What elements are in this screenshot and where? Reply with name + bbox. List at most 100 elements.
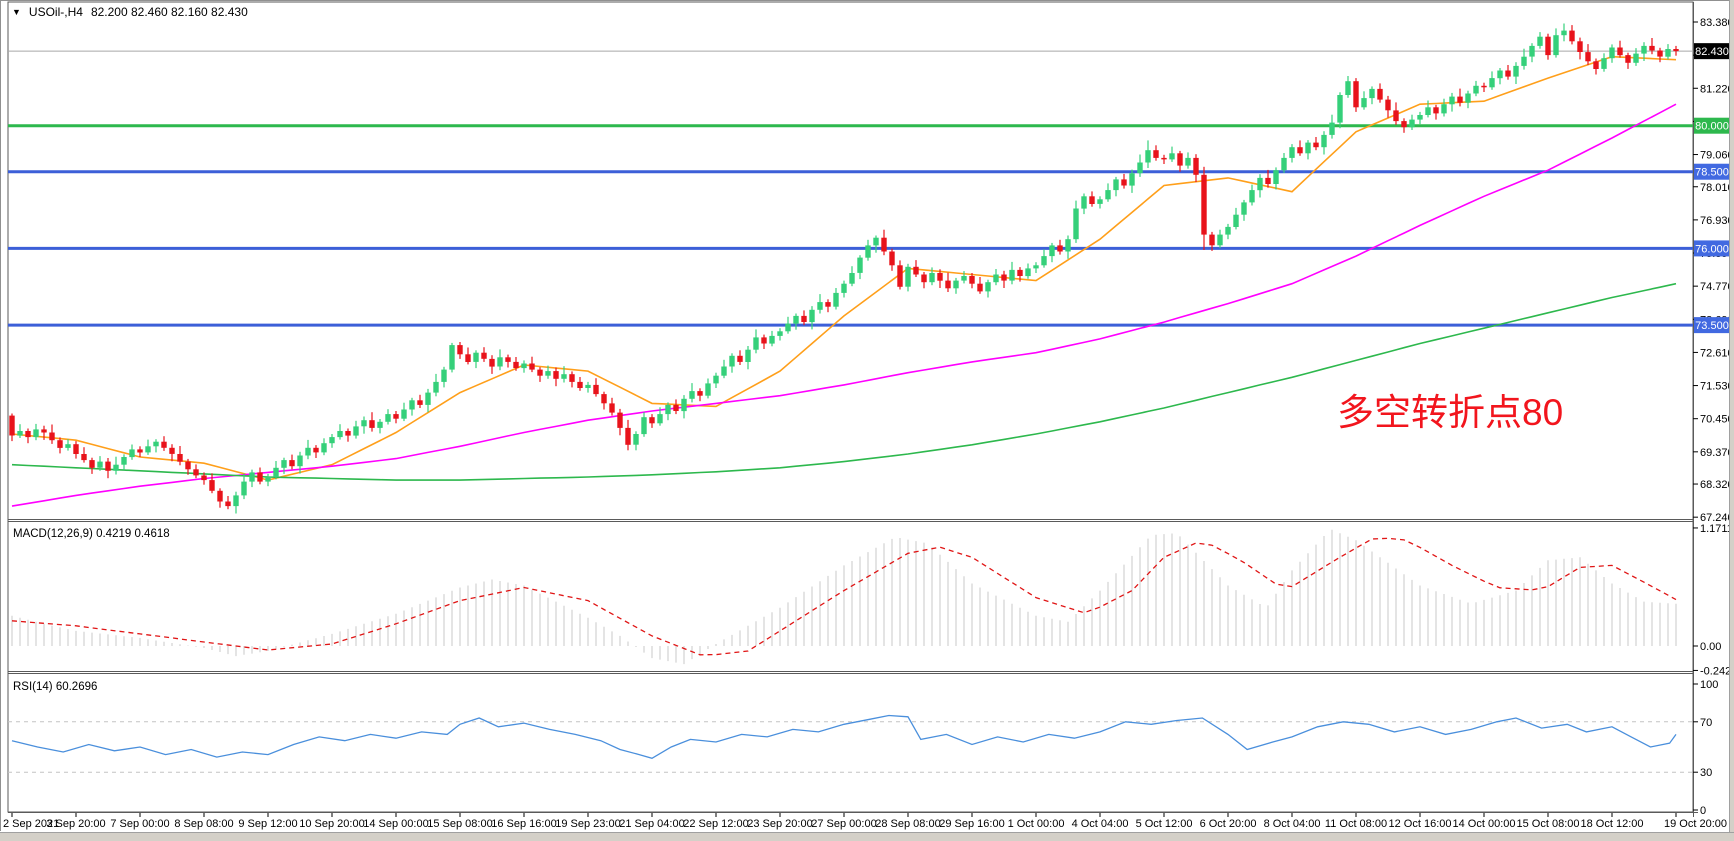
rsi-axis-label: 70	[1700, 717, 1712, 729]
candle-body	[769, 335, 775, 344]
candle-body	[793, 315, 799, 324]
candle-body	[337, 431, 343, 438]
candle-body	[1401, 121, 1407, 128]
candle-body	[1385, 99, 1391, 111]
candle-body	[1417, 115, 1423, 120]
candle-body	[681, 398, 687, 412]
time-tick-label: 9 Sep 12:00	[238, 818, 297, 830]
candle-body	[1201, 174, 1207, 235]
price-tick-label: 72.610	[1700, 347, 1734, 359]
candle-body	[25, 431, 31, 438]
candle-body	[497, 357, 503, 367]
candle-body	[921, 274, 927, 283]
candle-body	[1089, 196, 1095, 204]
candle-body	[153, 441, 159, 447]
price-badge-80.000	[1694, 117, 1731, 134]
time-tick-label: 14 Sep 00:00	[363, 818, 428, 830]
price-tick-label: 83.380	[1700, 17, 1734, 29]
candle-body	[289, 460, 295, 467]
candle-body	[809, 309, 815, 323]
time-tick-label: 19 Oct 20:00	[1664, 818, 1727, 830]
chevron-down-icon[interactable]: ▼	[12, 7, 21, 17]
candle-body	[193, 469, 199, 476]
candle-body	[1169, 153, 1175, 160]
candle-body	[833, 292, 839, 307]
candle-body	[81, 454, 87, 461]
candle-body	[609, 403, 615, 413]
candle-body	[1665, 49, 1671, 57]
candle-body	[1041, 256, 1047, 266]
candle-body	[433, 381, 439, 393]
candle-body	[1225, 226, 1231, 235]
rsi-indicator-label: RSI(14) 60.2696	[13, 681, 98, 693]
candle-body	[257, 472, 263, 482]
time-tick-label: 22 Sep 12:00	[683, 818, 748, 830]
candle-body	[1281, 157, 1287, 171]
time-tick-label: 29 Sep 16:00	[939, 818, 1004, 830]
time-tick-label: 6 Oct 20:00	[1200, 818, 1257, 830]
candle-body	[649, 417, 655, 424]
price-tick-label: 79.060	[1700, 150, 1734, 162]
candle-body	[1057, 245, 1063, 252]
candle-body	[409, 400, 415, 410]
candle-body	[265, 477, 271, 482]
candle-body	[1265, 177, 1271, 184]
candle-body	[1473, 85, 1479, 94]
candle-body	[753, 337, 759, 350]
candle-body	[481, 352, 487, 359]
candle-body	[425, 392, 431, 405]
candle-body	[489, 358, 495, 367]
candle-body	[905, 266, 911, 287]
candle-body	[1065, 239, 1071, 252]
candle-body	[1249, 190, 1255, 203]
candle-body	[321, 443, 327, 453]
time-tick-label: 27 Sep 00:00	[811, 818, 876, 830]
candle-body	[545, 371, 551, 376]
candle-body	[985, 282, 991, 292]
candle-body	[849, 273, 855, 284]
candle-body	[89, 460, 95, 468]
candle-body	[1161, 157, 1167, 160]
candle-body	[401, 409, 407, 419]
candle-body	[1593, 61, 1599, 69]
candle-body	[593, 384, 599, 395]
candle-body	[1409, 119, 1415, 128]
time-tick-label: 4 Oct 04:00	[1072, 818, 1129, 830]
candle-body	[217, 490, 223, 502]
candle-body	[705, 383, 711, 396]
price-badge-label: 78.500	[1695, 167, 1729, 179]
candle-body	[329, 437, 335, 444]
candle-body	[105, 461, 111, 471]
macd-axis-label: -0.2424	[1700, 665, 1734, 677]
candle-body	[1353, 81, 1359, 108]
candle-body	[1137, 162, 1143, 174]
candle-body	[1177, 153, 1183, 166]
candle-body	[1329, 122, 1335, 135]
candle-body	[1009, 269, 1015, 281]
candle-body	[385, 414, 391, 422]
candle-body	[1337, 95, 1343, 123]
candle-body	[761, 337, 767, 344]
macd-axis-label: 1.1711	[1700, 523, 1733, 535]
candle-body	[1241, 202, 1247, 215]
candle-body	[1393, 110, 1399, 122]
rsi-axis-label: 30	[1700, 767, 1712, 779]
candle-body	[729, 355, 735, 367]
candle-body	[1609, 47, 1615, 59]
chart-header: ▼ USOil-,H4 82.200 82.460 82.160 82.430	[12, 5, 248, 19]
time-tick-label: 5 Oct 12:00	[1136, 818, 1193, 830]
candle-body	[121, 457, 127, 465]
candle-body	[241, 481, 247, 496]
candle-body	[641, 417, 647, 435]
price-badge-82.430	[1694, 43, 1731, 60]
candle-body	[865, 245, 871, 258]
time-tick-label: 2 Sep 2021	[3, 818, 59, 830]
candle-body	[1577, 41, 1583, 52]
candle-body	[1489, 78, 1495, 88]
annotation-text: 多空转折点80	[1337, 392, 1564, 433]
candle-body	[913, 266, 919, 275]
candle-body	[1273, 170, 1279, 184]
price-tick-label: 76.930	[1700, 215, 1734, 227]
ma-slow-green	[11, 282, 1677, 481]
